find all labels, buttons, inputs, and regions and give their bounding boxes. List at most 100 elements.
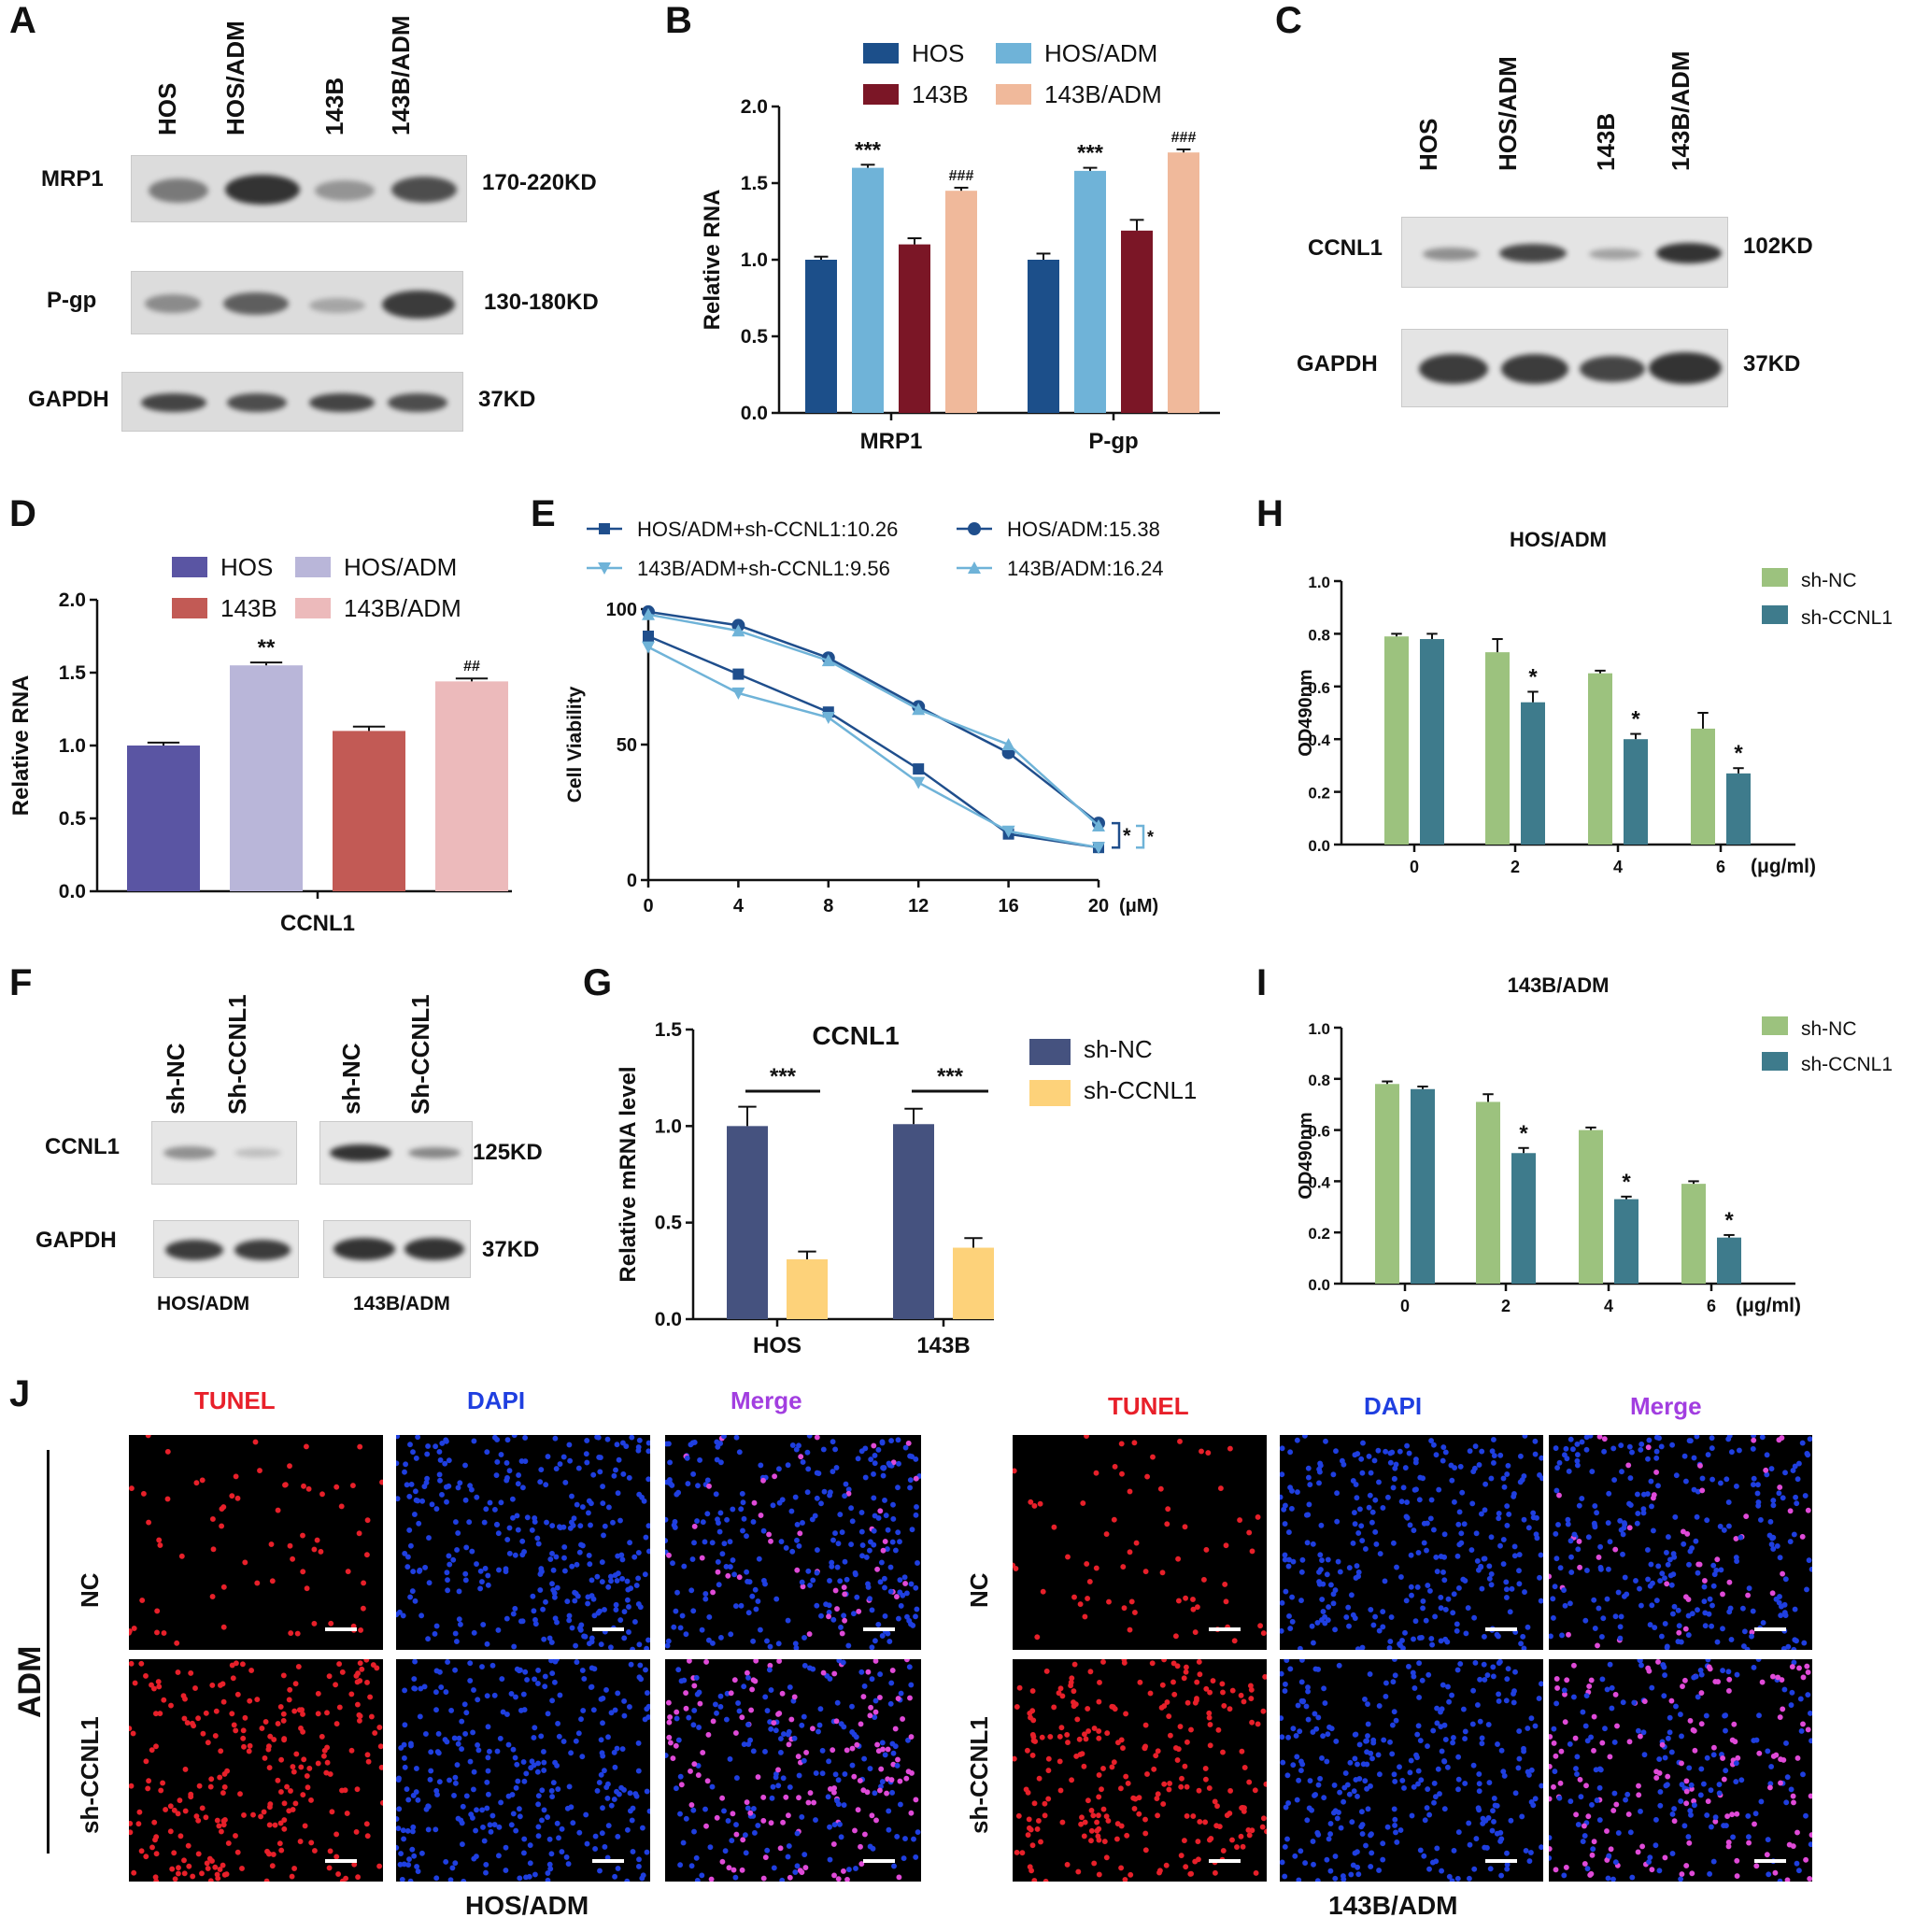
- legend-swatch: [1762, 1016, 1788, 1035]
- y-tick-label: 0: [627, 871, 637, 891]
- scale-bar: [1754, 1627, 1786, 1631]
- data-point: [1001, 825, 1015, 838]
- blot-strip-gapdh-143b: [323, 1220, 471, 1278]
- legend-swatch: [996, 84, 1031, 105]
- blot-band: [227, 393, 287, 412]
- y-axis-label: Relative mRNA level: [616, 1066, 641, 1282]
- blot-band: [382, 291, 455, 319]
- lane-label: HOS: [153, 82, 181, 135]
- y-tick-label: 1.5: [655, 1019, 683, 1041]
- x-tick-label: 4: [1613, 858, 1623, 876]
- y-tick-label: 2.0: [741, 96, 768, 118]
- data-point: [1002, 828, 1014, 840]
- blot-band: [223, 292, 289, 315]
- data-point: [642, 604, 655, 618]
- x-tick-label: 8: [823, 896, 833, 916]
- legend-label: sh-CCNL1: [1801, 607, 1893, 629]
- panel-letter-h: H: [1256, 493, 1284, 534]
- legend-swatch: [172, 598, 207, 618]
- blot-strip-gapdh-hos: [153, 1220, 299, 1278]
- bar-143b-adm: [435, 681, 508, 891]
- significance-mark: *: [1123, 824, 1131, 847]
- bar-143b: [333, 731, 405, 891]
- blot-row-label: P-gp: [47, 288, 97, 313]
- blot-strip-gapdh: [1401, 329, 1728, 407]
- x-tick-label: CCNL1: [280, 911, 355, 936]
- legend-swatch: [863, 43, 899, 64]
- y-tick-label: 2.0: [59, 590, 86, 611]
- x-tick-label: 2: [1511, 858, 1520, 876]
- significance-mark: *: [1528, 664, 1538, 689]
- data-point: [732, 668, 745, 680]
- lane-label: HOS/ADM: [1494, 56, 1522, 171]
- y-tick-label: 0.5: [59, 808, 87, 830]
- x-tick-label: 6: [1707, 1297, 1716, 1315]
- data-point: [643, 631, 654, 642]
- bar-hos-adm: [1074, 170, 1106, 413]
- significance-bracket: [1112, 821, 1121, 849]
- chart-title: CCNL1: [812, 1021, 899, 1050]
- blot-size-label: 37KD: [1743, 351, 1801, 376]
- data-point: [913, 763, 925, 775]
- legend-label: sh-CCNL1: [1084, 1076, 1197, 1104]
- legend-marker: [968, 561, 981, 574]
- row-label-nc: NC: [76, 1572, 104, 1608]
- legend-label: HOS: [912, 39, 964, 67]
- bar-sh-nc: [1579, 1129, 1603, 1284]
- micrograph-merge: [665, 1435, 921, 1650]
- blot-band: [408, 1147, 461, 1158]
- bar-hos-adm: [230, 665, 303, 891]
- y-tick-label: 1.0: [655, 1115, 682, 1137]
- data-point: [821, 654, 835, 667]
- panel-letter-i: I: [1256, 962, 1268, 1003]
- group-label-hos-adm: HOS/ADM: [465, 1891, 589, 1920]
- side-label-adm: ADM: [12, 1645, 48, 1718]
- legend-swatch: [295, 598, 331, 618]
- x-tick-label: 12: [908, 896, 929, 916]
- blot-strip-ccnl1-hos: [151, 1121, 297, 1185]
- bar-143b-adm: [1168, 152, 1199, 413]
- group-label-143b-adm: 143B/ADM: [1328, 1891, 1458, 1920]
- significance-mark: ###: [949, 168, 974, 184]
- bar-sh-nc: [1691, 728, 1715, 845]
- panel-letter-c: C: [1275, 0, 1302, 41]
- bar-143b: [1121, 230, 1153, 413]
- y-tick-label: 0.0: [59, 881, 86, 902]
- x-tick-label: 4: [733, 896, 745, 916]
- x-unit-label: (μg/ml): [1736, 1295, 1801, 1316]
- legend-marker: [599, 523, 610, 534]
- x-unit-label: (μM): [1119, 896, 1158, 916]
- bar-hos-adm: [852, 167, 884, 413]
- lane-label: sh-NC: [337, 1043, 365, 1115]
- panel-letter-j: J: [9, 1373, 31, 1414]
- micrograph-dapi: [1280, 1659, 1543, 1882]
- blot-band: [1423, 248, 1479, 261]
- y-tick-label: 0.4: [1308, 732, 1330, 749]
- blot-size-label: 37KD: [482, 1237, 540, 1262]
- panel-letter-a: A: [9, 0, 36, 41]
- x-tick-label: 0: [643, 896, 653, 916]
- data-point: [1093, 842, 1104, 854]
- scale-bar: [325, 1859, 357, 1863]
- data-point: [1001, 738, 1015, 750]
- scale-bar: [863, 1627, 895, 1631]
- chart-title: 143B/ADM: [1508, 973, 1610, 997]
- blot-band: [1589, 249, 1641, 260]
- blot-group-label: HOS/ADM: [157, 1293, 250, 1314]
- bar-sh-ccnl1: [1624, 739, 1648, 845]
- y-tick-label: 50: [617, 735, 637, 756]
- legend-swatch: [1029, 1039, 1071, 1065]
- lane-label: 143B: [320, 77, 348, 135]
- bar-sh-nc: [1485, 652, 1510, 845]
- blot-strip-mrp1: [131, 155, 467, 222]
- micrograph-dapi: [396, 1435, 650, 1650]
- column-label-tunel: TUNEL: [194, 1386, 276, 1414]
- data-point: [912, 700, 926, 714]
- y-tick-label: 1.0: [59, 735, 86, 757]
- legend-label: sh-NC: [1801, 570, 1857, 591]
- blot-band: [333, 1238, 395, 1260]
- micrograph-merge: [1549, 1659, 1812, 1882]
- bar-sh-nc: [1476, 1101, 1500, 1284]
- blot-band: [391, 177, 457, 203]
- legend-swatch: [172, 557, 207, 577]
